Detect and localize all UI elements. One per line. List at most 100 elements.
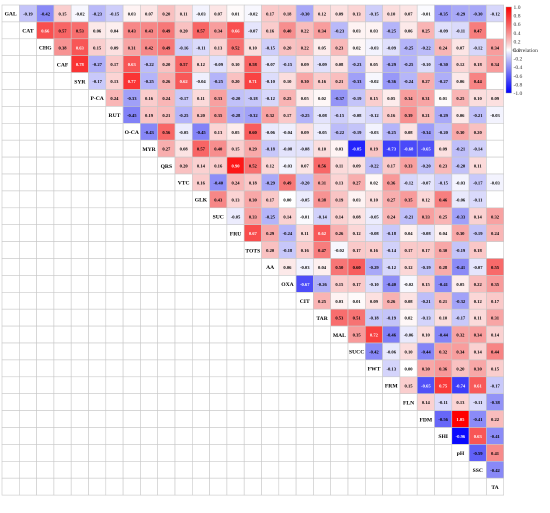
heatmap-cell <box>243 275 262 293</box>
variable-label: TOTS <box>245 248 260 254</box>
correlation-value: 0.24 <box>439 45 448 50</box>
correlation-value: 0.16 <box>318 79 327 84</box>
variable-label: MAL <box>333 333 346 339</box>
heatmap-cell <box>18 258 37 276</box>
heatmap-cell <box>226 376 245 394</box>
correlation-value: -0.27 <box>438 79 448 84</box>
correlation-value: 0.66 <box>41 28 50 33</box>
heatmap-cell <box>243 258 262 276</box>
heatmap-cell <box>140 207 158 226</box>
correlation-value: -0.18 <box>386 231 396 236</box>
heatmap-cell <box>261 460 280 479</box>
heatmap-cell <box>88 241 107 259</box>
correlation-value: -0.44 <box>438 333 448 338</box>
correlation-value: -0.25 <box>265 214 275 219</box>
heatmap-cell <box>209 342 228 361</box>
heatmap-cell <box>261 308 280 327</box>
heatmap-cell <box>105 241 124 259</box>
heatmap-cell <box>313 342 331 361</box>
cell-layer: GAL -0.19 -0.42 0.15 -0.02 -0.23 -0.15 0.03 0.07… <box>1 4 504 496</box>
heatmap-cell <box>36 460 55 479</box>
correlation-value: 0.34 <box>405 96 414 101</box>
heatmap-cell <box>278 291 297 310</box>
correlation-value: 0.10 <box>370 197 379 202</box>
heatmap-cell <box>313 460 331 479</box>
correlation-value: 0.06 <box>456 113 465 118</box>
correlation-value: 0.03 <box>335 299 344 304</box>
correlation-value: 0.51 <box>353 316 362 321</box>
correlation-value: 0.09 <box>335 11 344 16</box>
correlation-value: 0.27 <box>422 79 431 84</box>
correlation-value: 0.57 <box>180 62 189 67</box>
heatmap-cell <box>364 477 383 496</box>
heatmap-cell <box>70 427 89 445</box>
heatmap-cell <box>382 410 401 428</box>
heatmap-cell <box>88 376 107 394</box>
heatmap-cell <box>261 410 280 428</box>
correlation-value: -0.17 <box>456 316 466 321</box>
correlation-value: -0.43 <box>144 130 154 135</box>
correlation-value: 0.05 <box>232 130 241 135</box>
correlation-value: 0.61 <box>474 383 483 388</box>
correlation-value: 0.30 <box>301 79 310 84</box>
variable-label: SHI <box>438 434 448 440</box>
heatmap-cell <box>226 410 245 428</box>
correlation-value: 0.25 <box>318 299 327 304</box>
correlation-value: -0.09 <box>386 45 396 50</box>
heatmap-cell <box>140 342 158 361</box>
correlation-value: 0.21 <box>439 299 448 304</box>
heatmap-cell <box>122 241 141 259</box>
heatmap-cell <box>157 410 176 428</box>
correlation-value: 0.07 <box>145 11 154 16</box>
heatmap-cell <box>192 376 210 394</box>
correlation-value: 0.20 <box>162 11 171 16</box>
heatmap-cell <box>157 241 176 259</box>
heatmap-cell <box>347 477 366 496</box>
correlation-value: 0.32 <box>491 214 500 219</box>
heatmap-cell <box>122 460 141 479</box>
correlation-value: 0.24 <box>162 96 171 101</box>
heatmap-cell <box>209 444 228 462</box>
heatmap-cell <box>36 308 55 327</box>
correlation-value: 0.21 <box>162 113 171 118</box>
correlation-value: -0.41 <box>490 434 500 439</box>
correlation-value: -0.07 <box>248 28 258 33</box>
correlation-value: -0.05 <box>231 214 241 219</box>
correlation-value: 0.07 <box>456 45 465 50</box>
heatmap-cell <box>53 359 72 378</box>
heatmap-cell <box>88 460 107 479</box>
heatmap-cell <box>243 477 262 496</box>
heatmap-cell <box>295 444 314 462</box>
correlation-value: 0.15 <box>491 366 500 371</box>
correlation-value: 0.07 <box>301 164 310 169</box>
heatmap-cell <box>18 72 37 90</box>
heatmap-cell <box>105 325 124 344</box>
heatmap-cell <box>105 342 124 361</box>
colorbar: 1.0 0.8 0.6 0.4 0.2 0.0 -0.2 -0.4 -0.6 -0.8 -1.0 Co… <box>505 5 538 97</box>
heatmap-cell <box>347 460 366 479</box>
heatmap-cell <box>88 427 107 445</box>
heatmap-cell <box>313 410 331 428</box>
correlation-value: -0.59 <box>473 451 483 456</box>
heatmap-cell <box>70 342 89 361</box>
correlation-value: -0.08 <box>369 231 379 236</box>
heatmap-cell <box>347 410 366 428</box>
correlation-value: -0.01 <box>421 11 431 16</box>
correlation-value: 0.03 <box>353 28 362 33</box>
heatmap-cell <box>192 207 210 226</box>
heatmap-cell <box>1 55 20 73</box>
correlation-value: -0.19 <box>23 11 33 16</box>
correlation-value: 0.44 <box>491 349 500 354</box>
heatmap-cell <box>88 139 107 158</box>
correlation-value: 0.60 <box>249 130 258 135</box>
correlation-value: 0.03 <box>353 197 362 202</box>
correlation-value: 0.38 <box>59 45 68 50</box>
correlation-value: -0.02 <box>335 248 345 253</box>
correlation-value: 0.75 <box>439 383 448 388</box>
heatmap-cell <box>261 376 280 394</box>
correlation-value: 0.77 <box>128 79 137 84</box>
heatmap-cell <box>157 291 176 310</box>
heatmap-cell <box>209 224 228 242</box>
heatmap-cell <box>278 410 297 428</box>
heatmap-cell <box>278 477 297 496</box>
